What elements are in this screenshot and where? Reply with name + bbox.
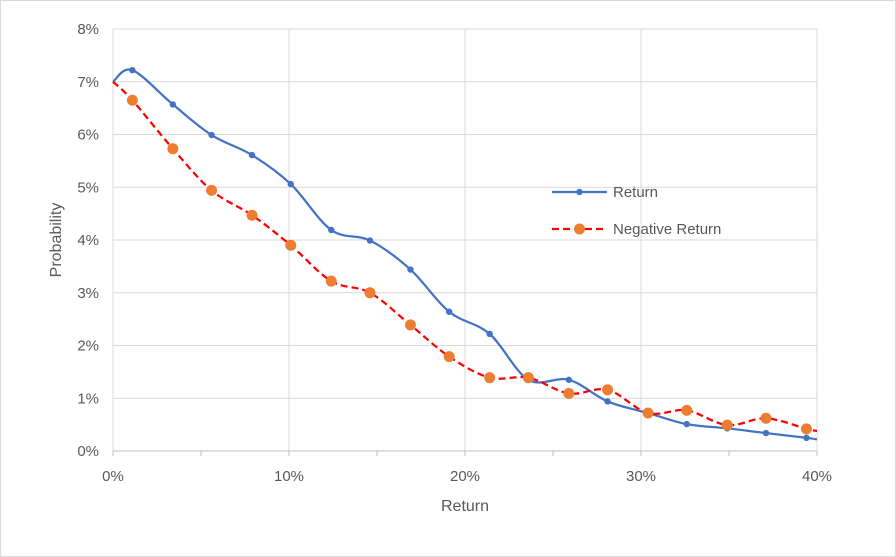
x-tick-label: 20% [450,468,480,485]
data-point [206,184,218,196]
data-point [522,372,534,384]
legend-marker [574,223,585,235]
y-tick-label: 2% [77,338,99,355]
data-point [800,423,812,435]
data-point [126,94,138,106]
legend-label: Negative Return [613,221,721,238]
y-tick-label: 8% [77,21,99,38]
data-point [287,180,294,188]
y-tick-label: 7% [77,74,99,91]
data-point [445,308,453,315]
legend-label: Return [613,184,658,201]
y-tick-label: 0% [77,443,99,460]
x-tick-label: 30% [626,468,656,485]
data-point [642,407,654,419]
data-point [681,404,693,416]
data-point [604,398,611,405]
data-point [602,384,614,396]
data-point [364,287,376,299]
y-tick-label: 3% [77,285,99,302]
data-point [328,226,335,234]
data-point [760,412,772,424]
data-point [486,330,493,338]
series-line [112,80,818,433]
series-negative-return [112,80,818,435]
data-point [246,209,258,221]
y-tick-label: 6% [77,127,99,144]
y-tick-label: 1% [77,390,99,407]
y-axis-title: Probability [48,203,65,278]
axes: 0% 1% 2% 3% 4% 5% 6% 7% 8% 0% 10% 20% 30% 40% [77,21,832,485]
data-point [285,239,297,251]
data-point [404,319,416,331]
x-tick-label: 10% [274,468,304,485]
data-point [325,275,337,287]
legend-marker [576,188,583,196]
data-point [167,143,179,155]
data-point [683,420,690,428]
gridlines [113,28,818,451]
data-point [169,101,177,108]
x-axis-title: Return [441,498,489,515]
legend: Return Negative Return [552,184,721,238]
data-point [248,151,256,159]
y-tick-label: 4% [77,232,99,249]
data-point [803,434,810,442]
data-point [484,372,496,384]
data-point [443,351,455,363]
x-tick-label: 0% [102,468,124,485]
data-point [762,429,770,437]
data-point [129,66,136,74]
data-point [407,266,414,273]
legend-entry: Return [552,184,658,201]
data-point [563,388,575,400]
data-point [721,419,733,431]
y-tick-label: 5% [77,179,99,196]
data-point [208,131,215,139]
series-layer [112,66,818,442]
legend-entry: Negative Return [552,221,721,238]
data-point [366,237,374,244]
data-point [565,376,573,383]
x-tick-label: 40% [802,468,832,485]
